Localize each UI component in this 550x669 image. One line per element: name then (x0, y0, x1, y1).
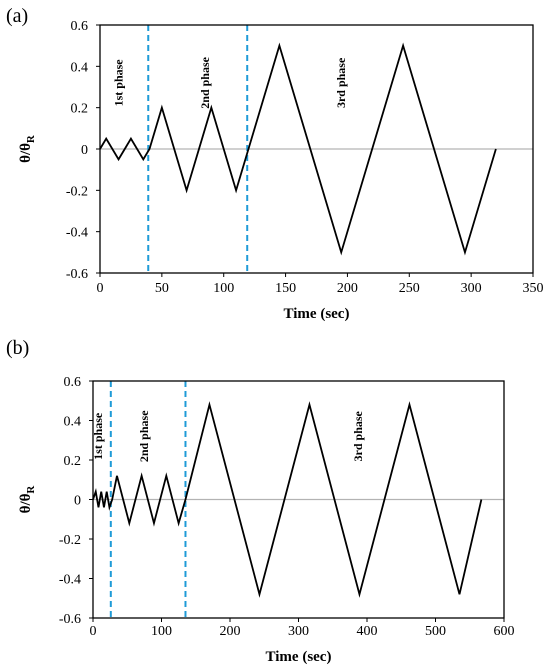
panel-label: (a) (6, 5, 28, 27)
y-axis-title: θ/θR (18, 485, 37, 514)
x-tick-label: 100 (213, 281, 234, 296)
phase-label: 2nd phase (198, 56, 212, 108)
x-tick-label: 300 (461, 281, 482, 296)
x-axis-title: Time (sec) (284, 306, 350, 322)
x-tick-label: 600 (494, 624, 515, 639)
x-tick-label: 200 (220, 624, 241, 639)
x-axis-title: Time (sec) (266, 649, 332, 665)
x-tick-label: 500 (425, 624, 446, 639)
x-tick-label: 400 (357, 624, 378, 639)
y-tick-label: -0.4 (59, 573, 81, 588)
y-tick-label: 0.6 (71, 19, 89, 34)
y-tick-label: 0.6 (64, 375, 82, 390)
x-tick-label: 0 (97, 281, 104, 296)
y-axis-title-main: θ/θ (18, 493, 34, 513)
phase-label: 3rd phase (334, 57, 348, 108)
chart-panel-b: (b) 1st phase 2nd phase 3rd phase 0.6 0.4 0.2 0… (6, 337, 515, 665)
y-tick-label: -0.2 (66, 184, 88, 199)
data-series-line (92, 401, 483, 598)
data-series-line (99, 42, 497, 256)
y-tick-label: 0.4 (64, 415, 82, 430)
x-tick-label: 150 (275, 281, 296, 296)
phase-label: 2nd phase (137, 410, 151, 462)
x-tick-label: 300 (288, 624, 309, 639)
x-tick-label: 250 (399, 281, 420, 296)
chart-panel-a: (a) 1st phase 2nd phase 3rd phase 0.6 0.4 0.2 0… (6, 5, 544, 322)
y-tick-label: 0.2 (71, 102, 89, 117)
y-tick-label: 0 (81, 143, 88, 158)
y-tick-label: 0 (74, 494, 81, 509)
panel-label: (b) (6, 337, 29, 359)
phase-label: 1st phase (111, 59, 125, 107)
x-tick-label: 350 (523, 281, 544, 296)
y-tick-label: -0.2 (59, 533, 81, 548)
x-tick-label: 0 (90, 624, 97, 639)
y-axis-title-subscript: R (25, 134, 37, 143)
x-tick-label: 50 (155, 281, 169, 296)
x-tick-label: 100 (151, 624, 172, 639)
phase-label: 3rd phase (351, 410, 365, 461)
x-tick-label: 200 (337, 281, 358, 296)
y-tick-label: -0.4 (66, 226, 88, 241)
y-axis-title-main: θ/θ (18, 143, 34, 163)
y-tick-label: 0.4 (71, 60, 89, 75)
y-tick-label: -0.6 (66, 267, 88, 282)
y-tick-label: -0.6 (59, 612, 81, 627)
y-tick-label: 0.2 (64, 454, 82, 469)
y-axis-title-subscript: R (25, 485, 37, 494)
y-axis-title: θ/θR (18, 134, 37, 163)
phase-label: 1st phase (91, 412, 105, 460)
